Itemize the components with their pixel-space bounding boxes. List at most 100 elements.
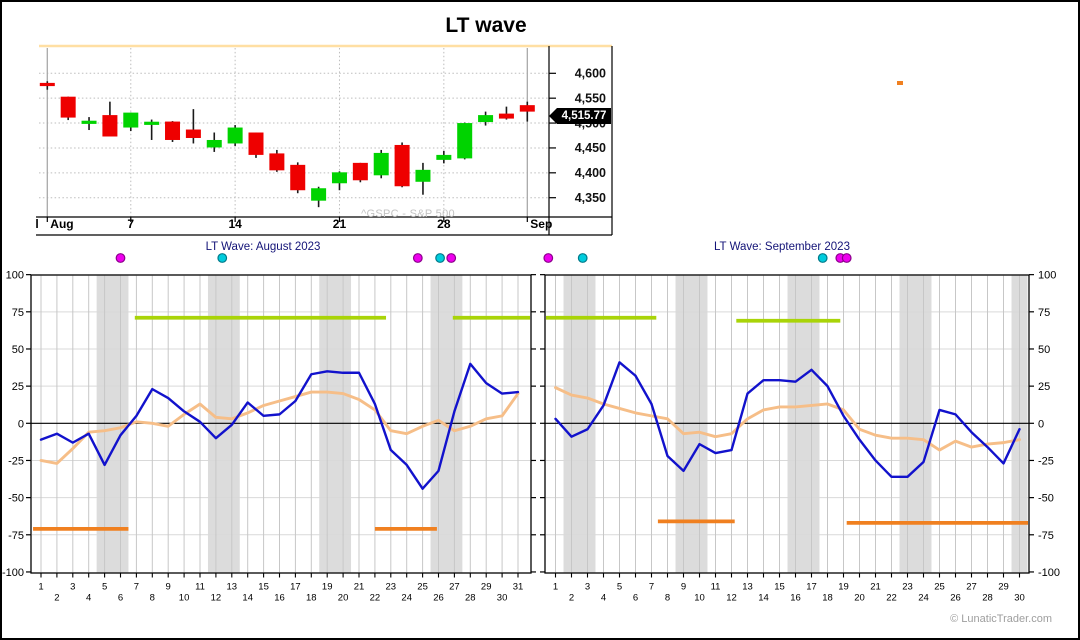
x-tick-label: Sep bbox=[530, 217, 552, 231]
candle-body-up bbox=[227, 127, 243, 144]
x-tick-label: 21 bbox=[333, 217, 347, 231]
y-tick-label: 75 bbox=[12, 307, 24, 319]
price-tick-label: 4,350 bbox=[575, 191, 606, 205]
y-tick-label: -25 bbox=[1038, 455, 1054, 467]
day-tick-label: 14 bbox=[242, 593, 253, 604]
y-tick-label: 25 bbox=[1038, 381, 1050, 393]
day-tick-label: 6 bbox=[118, 593, 123, 604]
day-tick-label: 4 bbox=[601, 593, 606, 604]
day-tick-label: 13 bbox=[742, 582, 753, 593]
candle-body-down bbox=[39, 82, 55, 87]
magenta-moon-dot bbox=[115, 253, 126, 263]
day-tick-label: 2 bbox=[54, 593, 59, 604]
day-tick-label: 28 bbox=[982, 593, 993, 604]
day-tick-label: 16 bbox=[790, 593, 801, 604]
day-tick-label: 24 bbox=[401, 593, 412, 604]
day-tick-label: 14 bbox=[758, 593, 769, 604]
clipped-month-label: l bbox=[35, 217, 38, 231]
day-tick-label: 20 bbox=[338, 593, 349, 604]
day-tick-label: 22 bbox=[370, 593, 381, 604]
day-tick-label: 20 bbox=[854, 593, 865, 604]
y-tick-label: -100 bbox=[1038, 567, 1060, 579]
y-tick-label: 0 bbox=[18, 418, 24, 430]
day-tick-label: 9 bbox=[681, 582, 686, 593]
cyan-moon-dot bbox=[577, 253, 588, 263]
y-tick-label: 100 bbox=[6, 270, 24, 282]
magenta-moon-dot bbox=[446, 253, 457, 263]
day-tick-label: 12 bbox=[726, 593, 737, 604]
price-tick-label: 4,600 bbox=[575, 67, 606, 81]
candle-body-down bbox=[60, 96, 76, 118]
day-tick-label: 16 bbox=[274, 593, 285, 604]
candle-body-down bbox=[185, 129, 201, 138]
candle-body-up bbox=[478, 115, 494, 123]
x-tick-label: 7 bbox=[127, 217, 134, 231]
x-tick-label: 28 bbox=[437, 217, 451, 231]
cyan-moon-dot bbox=[217, 253, 228, 263]
august-panel-title: LT Wave: August 2023 bbox=[205, 241, 321, 253]
wave-fast-line bbox=[39, 362, 520, 490]
cyan-moon-dot bbox=[817, 253, 828, 263]
price-chart-plot-area[interactable] bbox=[39, 46, 549, 217]
day-tick-label: 3 bbox=[70, 582, 75, 593]
candle-body-down bbox=[269, 153, 285, 171]
x-tick-label: Aug bbox=[50, 217, 73, 231]
candle-body-down bbox=[102, 115, 118, 137]
symbol-watermark: ^GSPC - S&P 500 bbox=[361, 208, 455, 220]
day-tick-label: 22 bbox=[886, 593, 897, 604]
september-wave-plot-area[interactable] bbox=[545, 275, 1029, 573]
day-tick-label: 10 bbox=[694, 593, 705, 604]
day-tick-label: 30 bbox=[1014, 593, 1025, 604]
y-tick-label: -75 bbox=[1038, 530, 1054, 542]
price-tick-label: 4,450 bbox=[575, 141, 606, 155]
magenta-moon-dot bbox=[543, 253, 554, 263]
day-tick-label: 6 bbox=[633, 593, 638, 604]
magenta-moon-dot bbox=[841, 253, 852, 263]
y-tick-label: 0 bbox=[1038, 418, 1044, 430]
day-tick-label: 5 bbox=[102, 582, 107, 593]
day-tick-label: 12 bbox=[211, 593, 222, 604]
candle-body-up bbox=[81, 120, 97, 124]
day-tick-label: 27 bbox=[449, 582, 460, 593]
panel-border bbox=[544, 274, 1030, 574]
orange-marker bbox=[897, 81, 903, 85]
y-tick-label: -25 bbox=[8, 455, 24, 467]
y-tick-label: -50 bbox=[1038, 493, 1054, 505]
weekend-band bbox=[319, 275, 352, 573]
day-tick-label: 9 bbox=[166, 582, 171, 593]
august-wave-plot-area[interactable] bbox=[31, 275, 531, 573]
day-tick-label: 26 bbox=[950, 593, 961, 604]
day-tick-label: 15 bbox=[774, 582, 785, 593]
page-title: LT wave bbox=[445, 14, 527, 37]
y-tick-label: 25 bbox=[12, 381, 24, 393]
day-tick-label: 24 bbox=[918, 593, 929, 604]
candle-body-up bbox=[144, 121, 160, 125]
day-tick-label: 5 bbox=[617, 582, 622, 593]
day-tick-label: 17 bbox=[806, 582, 817, 593]
x-tick-label: 14 bbox=[228, 217, 242, 231]
y-tick-label: 50 bbox=[1038, 344, 1050, 356]
y-tick-label: 100 bbox=[1038, 270, 1056, 282]
last-price-tag: 4,515.77 bbox=[549, 108, 611, 124]
candle-body-down bbox=[248, 132, 264, 155]
copyright-note: © LunaticTrader.com bbox=[950, 613, 1052, 625]
day-tick-label: 11 bbox=[711, 582, 721, 593]
day-tick-label: 15 bbox=[258, 582, 269, 593]
candle-body-up bbox=[206, 139, 222, 148]
day-tick-label: 18 bbox=[822, 593, 833, 604]
candle-body-up bbox=[311, 188, 327, 201]
day-tick-label: 8 bbox=[150, 593, 155, 604]
y-tick-label: -75 bbox=[8, 530, 24, 542]
weekend-band bbox=[207, 275, 240, 573]
day-tick-label: 23 bbox=[902, 582, 913, 593]
day-tick-label: 25 bbox=[934, 582, 945, 593]
candle-body-down bbox=[352, 162, 368, 181]
day-tick-label: 28 bbox=[465, 593, 476, 604]
day-tick-label: 19 bbox=[838, 582, 849, 593]
day-tick-label: 26 bbox=[433, 593, 444, 604]
price-tick-label: 4,550 bbox=[575, 91, 606, 105]
day-tick-label: 10 bbox=[179, 593, 190, 604]
candle-body-up bbox=[123, 112, 139, 128]
day-tick-label: 3 bbox=[585, 582, 590, 593]
cyan-moon-dot bbox=[435, 253, 445, 263]
